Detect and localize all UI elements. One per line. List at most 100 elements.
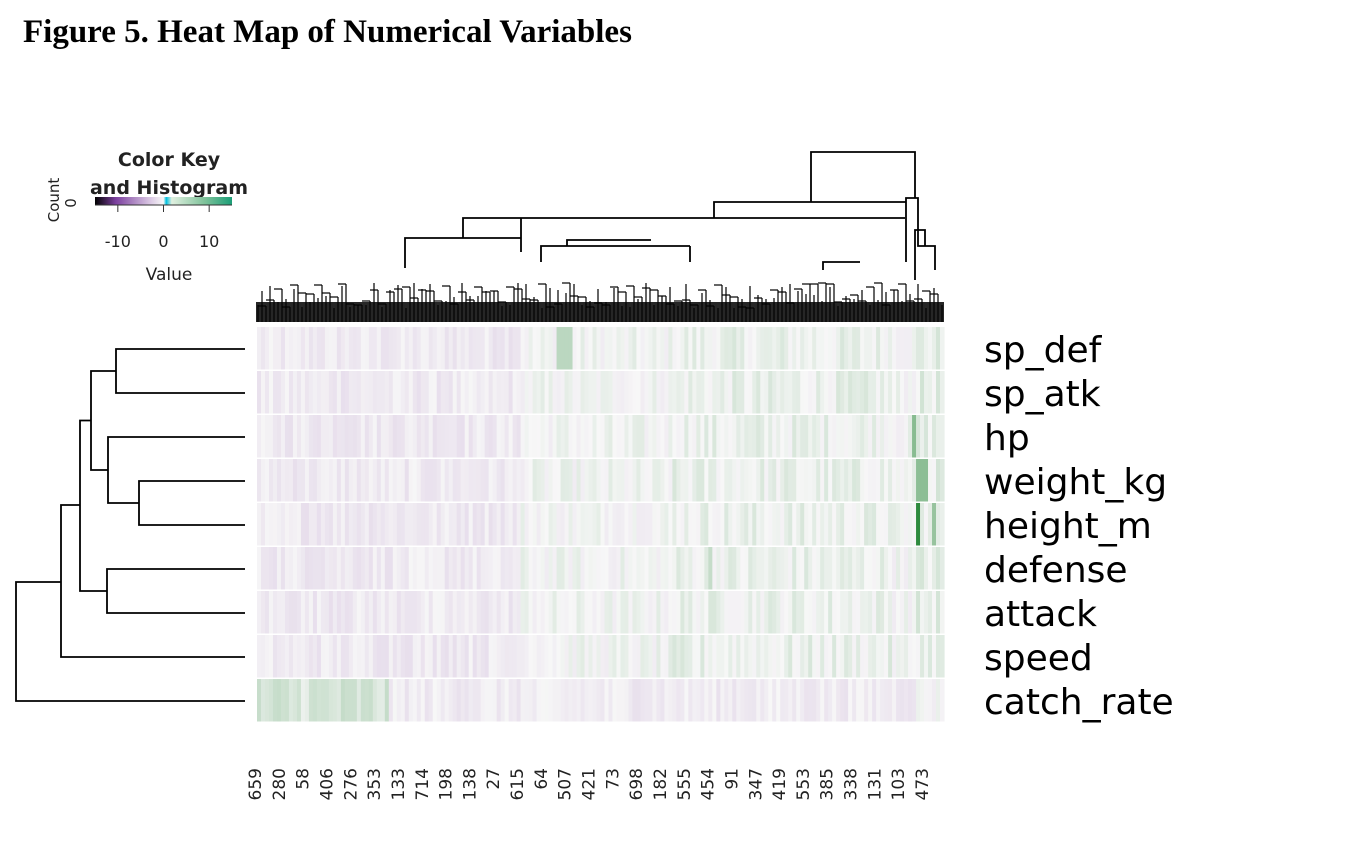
heatmap-cell <box>492 591 498 634</box>
heatmap-cell <box>548 591 554 634</box>
heatmap-cell <box>656 503 662 546</box>
heatmap-cell <box>820 459 825 502</box>
heatmap-cell <box>700 415 705 458</box>
heatmap-cell <box>692 635 697 678</box>
heatmap-cell <box>348 459 354 502</box>
heatmap-cell <box>444 459 450 502</box>
heatmap-cell <box>708 459 713 502</box>
heatmap-cell <box>692 371 697 414</box>
heatmap-cell <box>672 415 677 458</box>
heatmap-cell <box>920 679 925 722</box>
heatmap-cell <box>336 415 342 458</box>
heatmap-cell <box>580 327 586 370</box>
heatmap-cell <box>300 327 306 370</box>
heatmap-cell <box>808 635 813 678</box>
heatmap-cell <box>272 503 278 546</box>
heatmap-cell <box>376 415 382 458</box>
heatmap-cell <box>852 415 857 458</box>
heatmap-cell <box>372 547 378 590</box>
heatmap-cell <box>660 679 665 722</box>
heatmap-cell <box>584 415 590 458</box>
heatmap-cell <box>540 415 546 458</box>
heatmap-cell <box>756 371 761 414</box>
heatmap-cell <box>508 591 514 634</box>
heatmap-cell <box>664 547 669 590</box>
heatmap-cell <box>940 327 945 370</box>
heatmap-cell <box>668 679 673 722</box>
heatmap-cell <box>740 459 745 502</box>
heatmap-cell <box>516 679 522 722</box>
heatmap-cell <box>476 547 482 590</box>
heatmap-cell <box>712 415 717 458</box>
heatmap-cell <box>620 371 626 414</box>
heatmap-cell <box>892 415 897 458</box>
heatmap-cell <box>812 415 817 458</box>
heatmap-cell <box>932 459 937 502</box>
heatmap-cell <box>936 327 941 370</box>
heatmap-cell <box>492 547 498 590</box>
heatmap-cell <box>460 547 466 590</box>
row-label: attack <box>984 594 1097 635</box>
heatmap-cell <box>316 635 322 678</box>
heatmap-cell <box>900 327 905 370</box>
heatmap-cell <box>536 371 542 414</box>
column-label: 280 <box>270 768 290 800</box>
heatmap-cell <box>556 415 562 458</box>
heatmap-cell <box>257 591 262 634</box>
heatmap-cell <box>564 503 570 546</box>
heatmap-cell <box>488 459 494 502</box>
heatmap-cell <box>636 327 642 370</box>
heatmap-cell <box>676 547 681 590</box>
heatmap-cell <box>340 635 346 678</box>
heatmap-cell <box>392 635 398 678</box>
heatmap-cell <box>504 327 510 370</box>
heatmap-cell <box>444 547 450 590</box>
heatmap-cell <box>580 547 586 590</box>
heatmap-cell <box>684 591 689 634</box>
heatmap-cell <box>860 371 865 414</box>
heatmap-cell <box>656 327 662 370</box>
heatmap-cell <box>600 327 606 370</box>
heatmap-cell <box>568 547 574 590</box>
heatmap-cell <box>888 679 893 722</box>
heatmap-cell <box>932 635 937 678</box>
heatmap-cell <box>444 679 450 722</box>
heatmap-cell <box>728 415 733 458</box>
heatmap-cell <box>716 591 721 634</box>
heatmap-cell <box>716 415 721 458</box>
heatmap-cell <box>740 679 745 722</box>
heatmap-cell <box>724 635 729 678</box>
heatmap-cell <box>396 503 402 546</box>
heatmap-cell <box>568 415 574 458</box>
heatmap-cell <box>652 327 658 370</box>
heatmap-cell <box>896 327 901 370</box>
heatmap-cell <box>800 503 805 546</box>
heatmap-cell <box>884 547 889 590</box>
heatmap-cell <box>588 679 594 722</box>
heatmap-cell <box>456 415 462 458</box>
heatmap-cell <box>272 459 278 502</box>
heatmap-cell <box>800 415 805 458</box>
heatmap-cell <box>624 547 630 590</box>
heatmap-cell <box>348 679 354 722</box>
heatmap-cell <box>720 415 725 458</box>
heatmap-cell <box>624 679 630 722</box>
color-key-y-label: Count <box>45 178 63 223</box>
heatmap-cell <box>844 635 849 678</box>
heatmap-cell <box>928 415 933 458</box>
heatmap-cell <box>556 371 562 414</box>
heatmap-cell <box>300 591 306 634</box>
heatmap-cell <box>528 679 534 722</box>
heatmap-cell <box>264 591 270 634</box>
heatmap-cell <box>764 591 769 634</box>
heatmap-cell <box>620 415 626 458</box>
heatmap-cell <box>684 547 689 590</box>
heatmap-cell <box>816 635 821 678</box>
heatmap-cell <box>520 679 526 722</box>
heatmap-cell <box>548 327 554 370</box>
heatmap-cell <box>720 547 725 590</box>
heatmap-cell <box>456 371 462 414</box>
heatmap-cell <box>396 635 402 678</box>
heatmap-cell <box>496 327 502 370</box>
heatmap-cell <box>604 591 610 634</box>
